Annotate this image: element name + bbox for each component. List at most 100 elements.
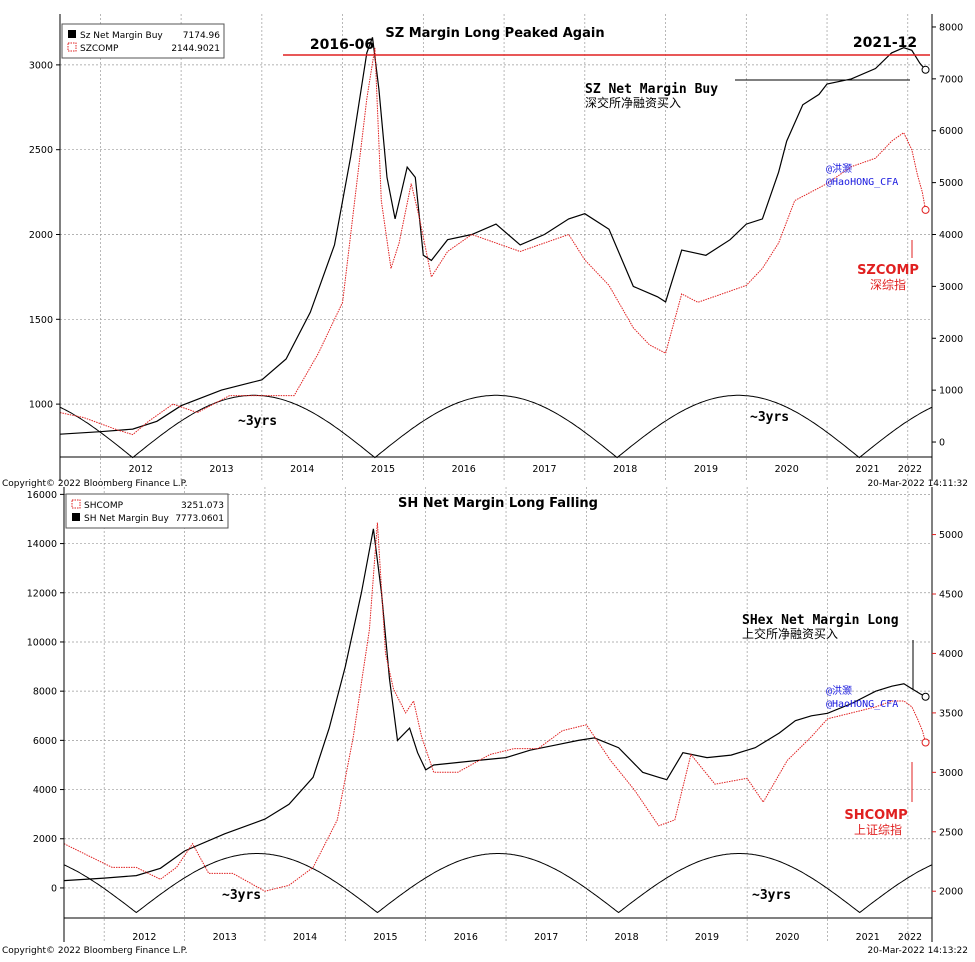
sh-timestamp: 20-Mar-2022 14:13:22 <box>867 946 968 956</box>
sh-right-tick-2500: 2500 <box>939 827 963 838</box>
sh-margin-endpoint <box>921 692 930 701</box>
sz-watermark-en: @HaoHONG_CFA <box>826 177 898 188</box>
sz-x-tick-2017: 2017 <box>532 464 556 475</box>
sh-x-tick-2020: 2020 <box>775 932 799 943</box>
sh-left-tick-6000: 6000 <box>33 736 57 747</box>
sz-legend-name-margin: Sz Net Margin Buy <box>80 31 163 41</box>
sh-chart-title: SH Net Margin Long Falling <box>398 496 598 511</box>
sh-x-tick-2014: 2014 <box>293 932 317 943</box>
sz-left-tick-1500: 1500 <box>29 315 53 326</box>
sz-grid <box>60 14 932 481</box>
sh-watermark-cn: @洪灏 <box>826 685 852 697</box>
sh-x-tick-2017: 2017 <box>534 932 558 943</box>
sh-series <box>63 522 930 892</box>
sh-grid <box>64 487 932 942</box>
sh-legend-value-index: 3251.073 <box>181 501 224 511</box>
sh-margin-label-en: SHex Net Margin Long <box>742 613 899 628</box>
sz-axes: 2012 2013 2014 2015 2016 2017 2018 2019 2020 2021… <box>29 14 963 481</box>
sh-cycle-curve <box>63 853 933 914</box>
sh-x-tick-2013: 2013 <box>213 932 237 943</box>
sh-x-tick-2015: 2015 <box>373 932 397 943</box>
sz-watermark-cn: @洪灏 <box>826 163 852 175</box>
sz-x-tick-2015: 2015 <box>371 464 395 475</box>
sz-x-tick-2018: 2018 <box>613 464 637 475</box>
sz-x-tick-2012: 2012 <box>129 464 153 475</box>
sz-right-tick-1000: 1000 <box>939 386 963 397</box>
sh-index-series-line <box>63 522 927 892</box>
sh-legend: SHCOMP 3251.073 SH Net Margin Buy 7773.0… <box>65 493 229 529</box>
sh-index-endpoint <box>921 738 930 747</box>
sz-right-tick-6000: 6000 <box>939 126 963 137</box>
sh-cycle-arcs <box>63 853 933 914</box>
sh-copyright: Copyright© 2022 Bloomberg Finance L.P. <box>2 946 187 956</box>
sz-right-tick-0: 0 <box>939 438 945 449</box>
sh-legend-name-margin: SH Net Margin Buy <box>84 514 169 524</box>
sz-right-tick-3000: 3000 <box>939 282 963 293</box>
sz-panel: 2012 2013 2014 2015 2016 2017 2018 2019 2020 2021… <box>2 14 968 489</box>
sz-peak-label-2021: 2021-12 <box>853 35 917 51</box>
sh-legend-value-margin: 7773.0601 <box>175 514 224 524</box>
sz-legend-swatch-margin <box>68 30 76 38</box>
sh-cycle-label-1: ~3yrs <box>222 888 261 903</box>
sz-x-tick-2014: 2014 <box>290 464 314 475</box>
sz-index-label-en: SZCOMP <box>857 263 919 278</box>
sz-x-tick-2019: 2019 <box>694 464 718 475</box>
sh-left-tick-16000: 16000 <box>27 490 57 501</box>
sz-copyright: Copyright© 2022 Bloomberg Finance L.P. <box>2 479 187 489</box>
sz-left-tick-3000: 3000 <box>29 60 53 71</box>
sz-legend-name-index: SZCOMP <box>80 44 119 54</box>
sh-axes: 2012 2013 2014 2015 2016 2017 2018 2019 2020 2021… <box>27 487 963 943</box>
sz-peak-label-2016: 2016-06 <box>310 37 374 53</box>
sh-legend-swatch-index <box>71 499 81 509</box>
sh-left-tick-2000: 2000 <box>33 834 57 845</box>
sz-right-tick-8000: 8000 <box>939 22 963 33</box>
sh-right-tick-4000: 4000 <box>939 649 963 660</box>
sh-left-tick-12000: 12000 <box>27 588 57 599</box>
sz-cycle-curve <box>59 394 933 459</box>
sz-cycle-label-2: ~3yrs <box>750 410 789 425</box>
sz-series <box>59 37 930 436</box>
sh-margin-series-line <box>63 528 926 882</box>
sh-x-tick-2018: 2018 <box>614 932 638 943</box>
sz-right-tick-4000: 4000 <box>939 230 963 241</box>
sz-legend-value-margin: 7174.96 <box>183 31 220 41</box>
sz-index-series-line <box>59 47 926 436</box>
sh-x-tick-2012: 2012 <box>132 932 156 943</box>
sh-legend-swatch-margin <box>72 513 80 521</box>
sz-timestamp: 20-Mar-2022 14:11:32 <box>867 479 968 489</box>
sh-margin-label-cn: 上交所净融资买入 <box>742 626 838 641</box>
sz-legend-box <box>61 23 225 59</box>
sz-left-tick-2000: 2000 <box>29 230 53 241</box>
sz-margin-label-en: SZ Net Margin Buy <box>585 82 718 97</box>
sh-left-tick-4000: 4000 <box>33 785 57 796</box>
sz-x-tick-2016: 2016 <box>452 464 476 475</box>
sz-chart-title: SZ Margin Long Peaked Again <box>385 26 604 41</box>
sh-panel: 2012 2013 2014 2015 2016 2017 2018 2019 2020 2021… <box>2 487 968 956</box>
sh-index-label-cn: 上证综指 <box>854 822 902 837</box>
sh-right-tick-5000: 5000 <box>939 530 963 541</box>
sz-legend: Sz Net Margin Buy 7174.96 SZCOMP 2144.90… <box>61 23 225 59</box>
sh-x-tick-2016: 2016 <box>454 932 478 943</box>
sh-right-tick-3000: 3000 <box>939 768 963 779</box>
sh-x-tick-2022: 2022 <box>898 932 922 943</box>
sh-legend-name-index: SHCOMP <box>84 501 124 511</box>
sz-x-tick-2020: 2020 <box>775 464 799 475</box>
sz-index-endpoint <box>921 205 930 214</box>
sz-left-tick-2500: 2500 <box>29 145 53 156</box>
sz-right-tick-2000: 2000 <box>939 334 963 345</box>
sz-right-tick-7000: 7000 <box>939 74 963 85</box>
sz-right-tick-5000: 5000 <box>939 178 963 189</box>
sz-margin-endpoint <box>921 65 930 74</box>
sh-legend-box <box>65 493 229 529</box>
sz-margin-series-line <box>59 37 926 435</box>
sz-cycle-label-1: ~3yrs <box>238 414 277 429</box>
sz-margin-label-cn: 深交所净融资买入 <box>585 95 681 110</box>
sz-index-label-cn: 深综指 <box>870 277 906 292</box>
sh-left-tick-10000: 10000 <box>27 637 57 648</box>
sh-right-tick-3500: 3500 <box>939 708 963 719</box>
sh-x-tick-2021: 2021 <box>856 932 880 943</box>
sh-left-tick-8000: 8000 <box>33 687 57 698</box>
sz-left-tick-1000: 1000 <box>29 400 53 411</box>
sh-left-tick-14000: 14000 <box>27 539 57 550</box>
